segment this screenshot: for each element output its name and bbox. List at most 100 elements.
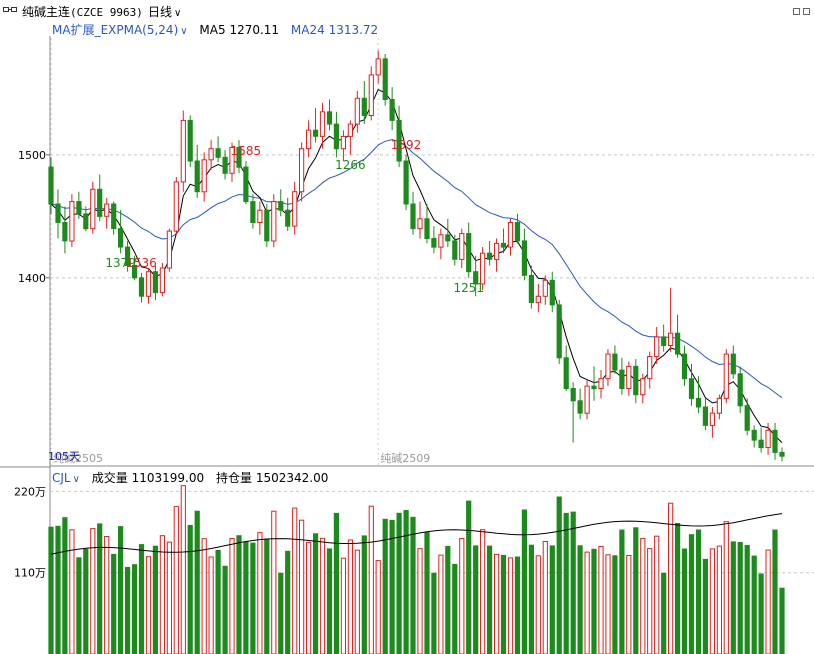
volume-bar <box>62 517 68 654</box>
volume-bar <box>556 496 562 654</box>
candle-body <box>675 332 681 355</box>
volume-bar <box>647 548 653 654</box>
candle-body <box>772 429 778 453</box>
candle-body <box>737 373 743 407</box>
candle-body <box>431 238 437 248</box>
open-interest-value: 1502342.00 <box>255 471 329 485</box>
volume-label: 成交量 <box>91 471 128 485</box>
candle-body <box>661 336 667 346</box>
candle-body <box>459 233 465 260</box>
volume-bar <box>730 541 736 654</box>
chevron-down-icon[interactable]: ∨ <box>72 474 80 485</box>
volume-bar <box>514 556 521 654</box>
candle-body <box>598 378 604 390</box>
title-bar: 纯碱主连(CZCE 9963) 日线 ∨ <box>0 0 814 20</box>
volume-bar <box>104 536 110 654</box>
volume-bar <box>215 549 221 654</box>
ma5-value: 1270.11 <box>229 23 280 37</box>
candle-body <box>514 222 521 242</box>
maximize-icon[interactable] <box>803 8 810 15</box>
candle-body <box>187 119 193 162</box>
volume-bar <box>542 541 548 654</box>
volume-bar <box>431 572 437 654</box>
volume-bar <box>779 587 785 654</box>
candle-body <box>744 405 750 431</box>
volume-bar <box>668 502 674 654</box>
candle-body <box>758 439 764 449</box>
candle-body <box>138 277 145 297</box>
candle-body <box>452 240 458 260</box>
low-price-label: 1266 <box>335 158 366 172</box>
volume-bar <box>229 538 235 654</box>
volume-bar <box>257 532 263 654</box>
volume-bar <box>152 545 159 654</box>
candle-body <box>55 203 61 223</box>
candle-body <box>500 242 507 248</box>
volume-bar <box>605 554 611 654</box>
candle-body <box>570 388 576 402</box>
volume-bar <box>661 572 667 654</box>
volume-bar <box>250 542 256 654</box>
candle-body <box>264 209 270 242</box>
volume-bar <box>577 545 583 654</box>
candle-body <box>410 203 416 230</box>
volume-bar <box>389 519 395 654</box>
visible-days-label: 105天 <box>48 450 80 463</box>
candle-body <box>584 385 590 414</box>
volume-bar <box>619 529 625 654</box>
instrument-name: 纯碱主连 <box>22 5 71 19</box>
volume-bar <box>654 535 660 654</box>
volume-indicator-legend: CJL ∨ 成交量 1103199.00 持仓量 1502342.00 <box>52 469 328 486</box>
volume-bar <box>507 557 514 654</box>
volume-bar <box>695 529 702 654</box>
volume-bar <box>633 527 639 654</box>
volume-bar <box>222 565 228 654</box>
candle-body <box>257 209 263 223</box>
volume-bar <box>500 554 507 654</box>
volume-bar <box>208 556 214 654</box>
window-controls <box>790 4 810 18</box>
volume-bar <box>591 548 597 654</box>
chart-area[interactable]: 1500 1400 220万 110万 1536 1585 1392 1379 1266 1251… <box>0 20 814 654</box>
candle-body <box>716 397 722 414</box>
candle-body <box>535 295 541 303</box>
volume-bar <box>410 516 416 654</box>
candle-body <box>145 271 152 297</box>
volume-bar <box>459 538 465 654</box>
candle-body <box>361 97 367 117</box>
candle-body <box>201 159 207 193</box>
volume-bar <box>403 510 409 654</box>
candle-body <box>326 111 333 125</box>
chevron-down-icon[interactable]: ∨ <box>180 26 188 37</box>
volume-bar <box>709 548 715 654</box>
candle-body <box>751 429 757 441</box>
candle-body <box>173 181 179 232</box>
volume-value: 1103199.00 <box>131 471 205 485</box>
chevron-down-icon: ∨ <box>174 8 182 19</box>
volume-bar <box>417 548 423 654</box>
ma24-line <box>50 139 783 399</box>
candle-body <box>62 222 68 242</box>
candle-body <box>647 356 653 380</box>
low-price-label: 1251 <box>453 281 484 295</box>
candle-body <box>473 271 479 285</box>
minimize-icon[interactable] <box>793 8 800 15</box>
volume-bar <box>584 551 590 654</box>
volume-indicator-name[interactable]: CJL <box>52 471 71 485</box>
volume-bar <box>396 512 402 654</box>
period-selector[interactable]: 日线 ∨ <box>148 3 181 20</box>
candle-body <box>271 201 277 242</box>
volume-bar <box>445 546 451 654</box>
volume-bar <box>361 535 367 654</box>
indicator-name[interactable]: MA扩展_EXPMA(5,24) <box>52 23 179 37</box>
candle-body <box>83 213 89 230</box>
instrument-code: (CZCE 9963) <box>70 6 143 19</box>
candle-body <box>396 119 402 162</box>
candle-body <box>299 148 305 193</box>
open-interest-line <box>50 513 783 555</box>
volume-bar <box>723 521 729 654</box>
candle-body <box>668 332 674 347</box>
candle-body <box>313 129 319 137</box>
volume-tick-label: 220万 <box>14 485 46 498</box>
volume-bar <box>313 533 319 654</box>
